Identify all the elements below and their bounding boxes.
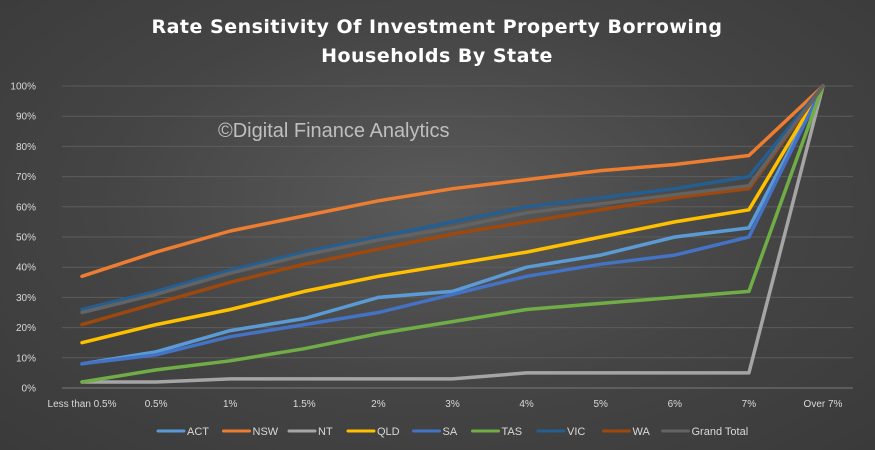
legend-label-qld: QLD xyxy=(377,426,400,438)
y-tick-label: 0% xyxy=(22,384,37,395)
legend-label-nsw: NSW xyxy=(253,426,279,438)
y-tick-label: 80% xyxy=(16,142,36,153)
chart-title-line-2: Households By State xyxy=(321,45,553,67)
y-tick-label: 100% xyxy=(10,82,36,93)
series-lines xyxy=(80,84,825,384)
x-tick-label: Over 7% xyxy=(804,399,843,410)
legend-label-wa: WA xyxy=(633,426,651,438)
series-line-qld xyxy=(80,84,825,345)
x-tick-label: 2% xyxy=(371,399,386,410)
series-line-tas xyxy=(80,84,825,384)
x-tick-label: 1% xyxy=(223,399,238,410)
x-tick-label: 7% xyxy=(742,399,757,410)
y-tick-label: 30% xyxy=(16,293,36,304)
y-tick-label: 70% xyxy=(16,172,36,183)
series-line-sa xyxy=(80,84,825,366)
series-line-vic xyxy=(80,84,825,312)
series-line-grand-total xyxy=(80,84,825,315)
y-tick-label: 20% xyxy=(16,323,36,334)
y-tick-label: 60% xyxy=(16,202,36,213)
legend-label-tas: TAS xyxy=(502,426,523,438)
x-tick-label: 3% xyxy=(445,399,460,410)
legend-label-sa: SA xyxy=(443,426,458,438)
y-tick-label: 90% xyxy=(16,112,36,123)
legend: ACT NSW NT QLD SA TAS VIC WA Grand Total xyxy=(156,426,749,438)
series-line-nsw xyxy=(80,84,825,279)
x-tick-label: 6% xyxy=(668,399,683,410)
x-tick-label: 0.5% xyxy=(145,399,168,410)
chart-title-line-1: Rate Sensitivity Of Investment Property … xyxy=(151,16,722,38)
series-line-wa xyxy=(80,84,825,327)
legend-label-vic: VIC xyxy=(567,426,585,438)
y-tick-label: 10% xyxy=(16,353,36,364)
gridlines xyxy=(62,85,853,389)
axis-ticks: 0% 10% 20% 30% 40% 50% 60% 70% 80% 90% 100% Less th… xyxy=(10,82,842,411)
x-tick-label: 5% xyxy=(593,399,608,410)
legend-label-nt: NT xyxy=(318,426,333,438)
legend-label-grand-total: Grand Total xyxy=(692,426,749,438)
watermark: ©Digital Finance Analytics xyxy=(218,120,450,142)
x-tick-label: 1.5% xyxy=(293,399,316,410)
legend-label-act: ACT xyxy=(187,426,209,438)
y-tick-label: 50% xyxy=(16,233,36,244)
series-line-nt xyxy=(80,84,825,384)
y-tick-label: 40% xyxy=(16,263,36,274)
x-tick-label: Less than 0.5% xyxy=(48,399,117,410)
series-line-act xyxy=(80,84,825,366)
x-tick-label: 4% xyxy=(519,399,534,410)
